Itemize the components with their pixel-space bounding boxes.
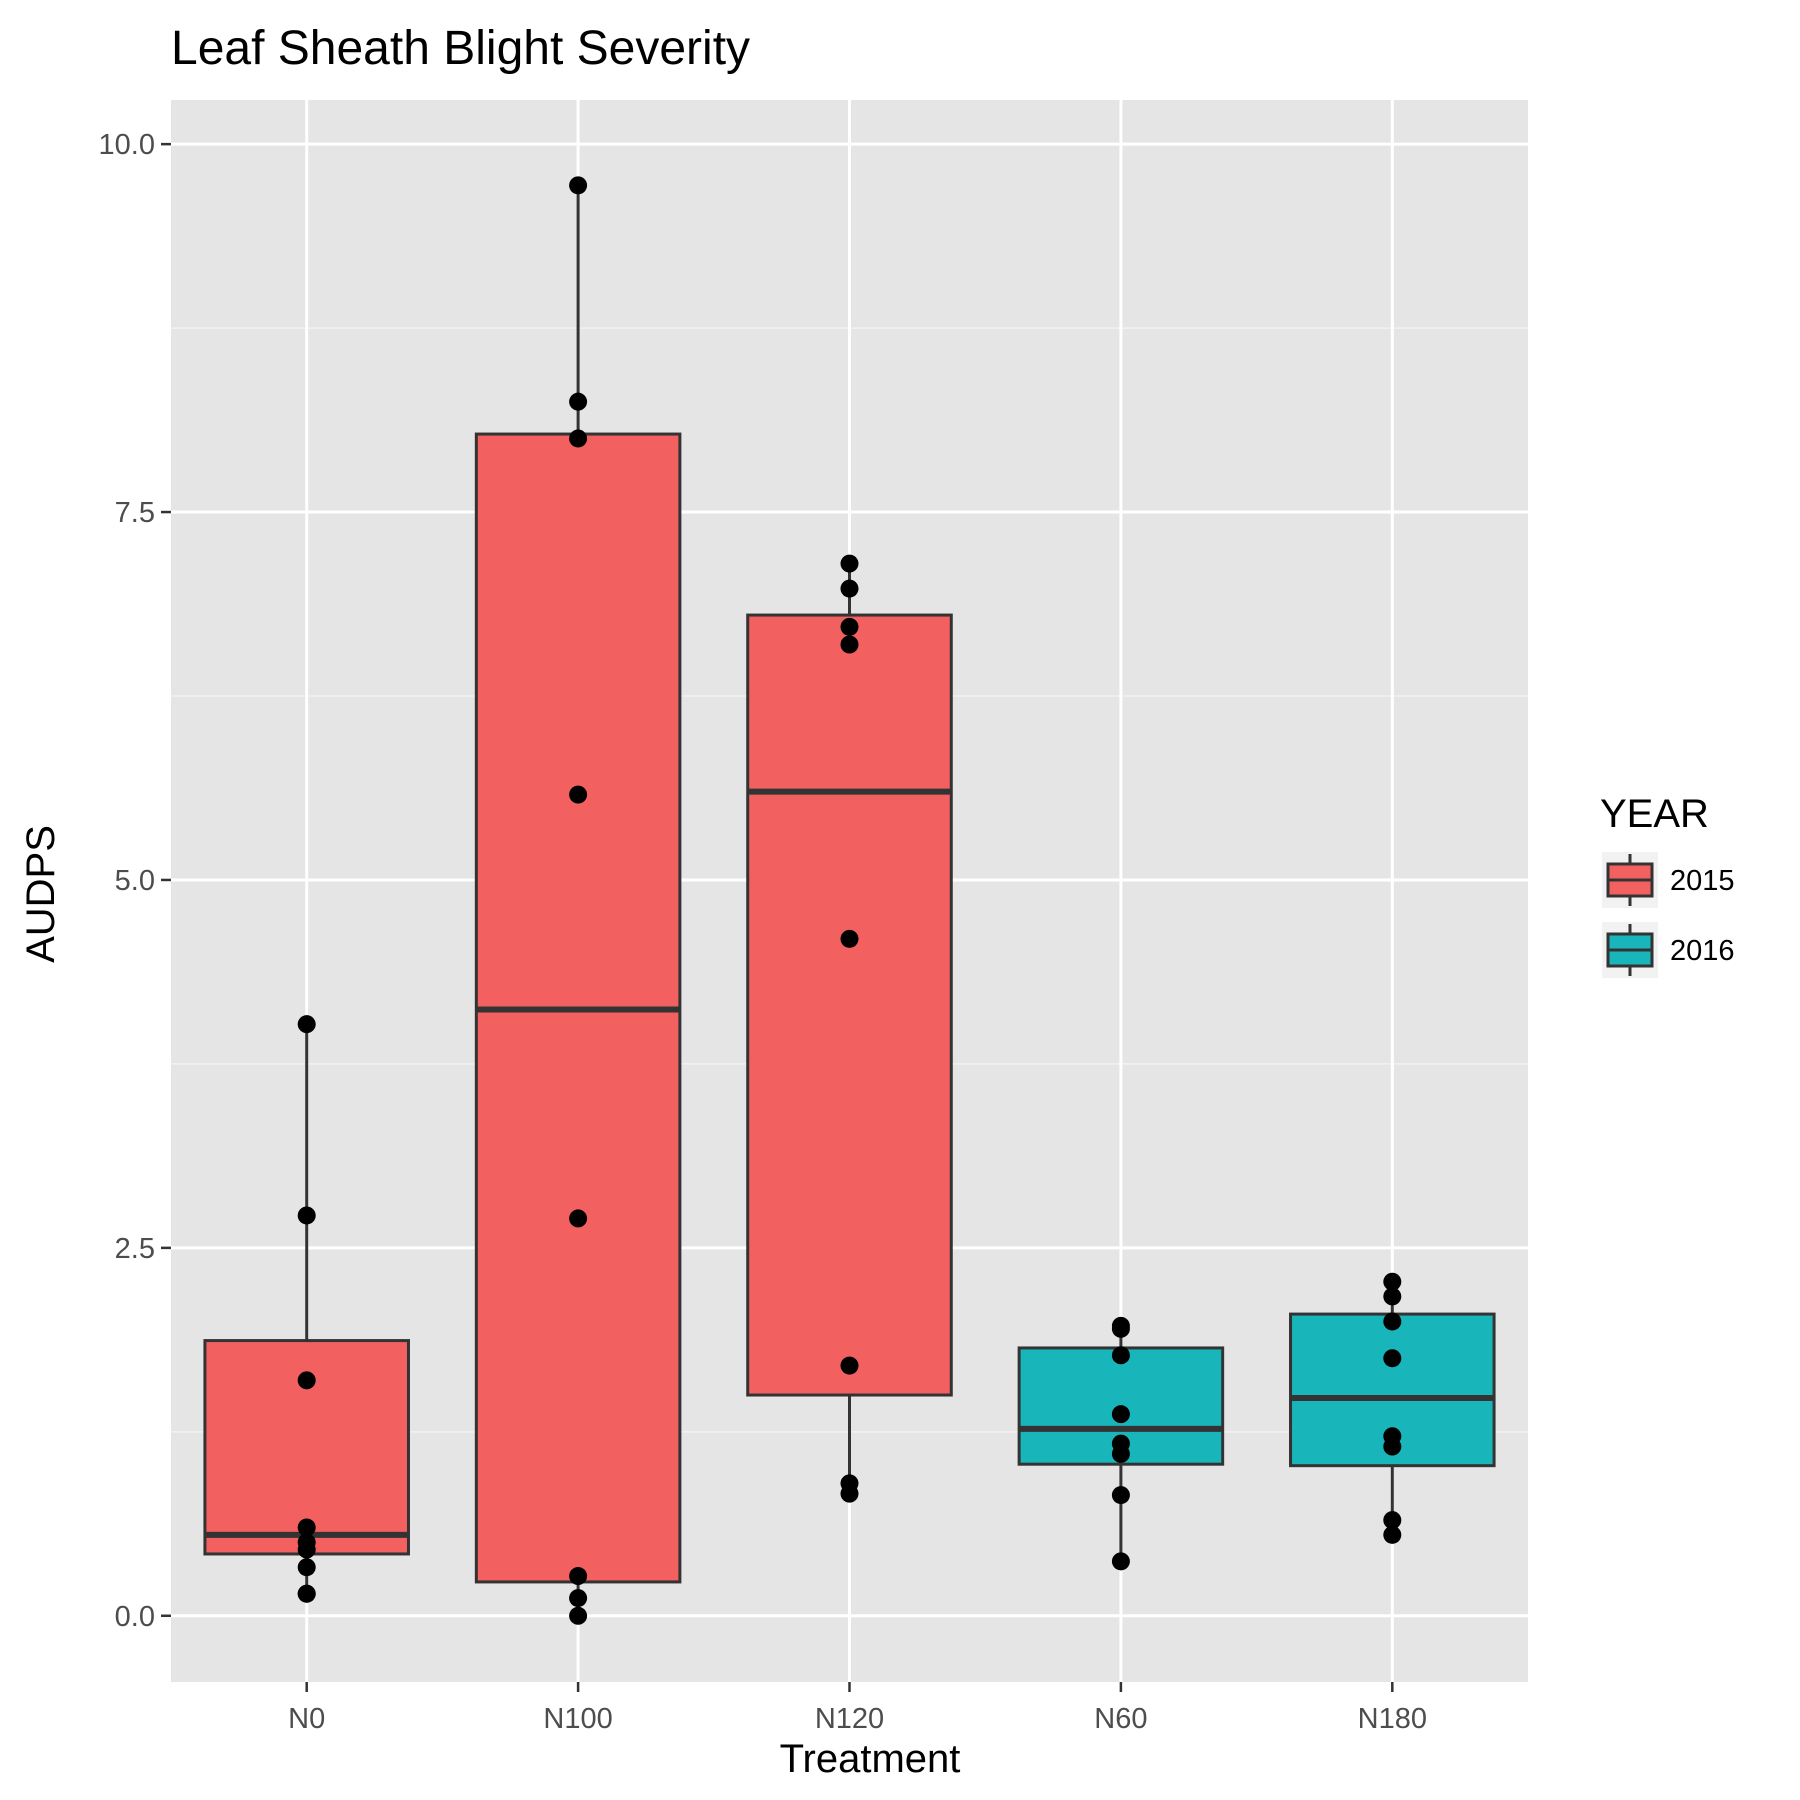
y-tick-label: 2.5 bbox=[115, 1233, 155, 1265]
data-point bbox=[1111, 1316, 1130, 1335]
data-point bbox=[1111, 1552, 1130, 1571]
legend-title: YEAR bbox=[1600, 792, 1709, 836]
y-tick-label: 5.0 bbox=[115, 865, 155, 897]
data-point bbox=[1383, 1427, 1402, 1446]
data-point bbox=[569, 392, 588, 411]
data-point bbox=[569, 176, 588, 195]
data-point bbox=[840, 617, 859, 636]
data-point bbox=[569, 429, 588, 448]
data-point bbox=[1383, 1511, 1402, 1530]
x-tick-label: N120 bbox=[815, 1703, 884, 1735]
boxes-layer bbox=[203, 185, 1496, 1616]
points-layer bbox=[297, 176, 1402, 1625]
data-point bbox=[1383, 1272, 1402, 1291]
data-point bbox=[840, 1356, 859, 1375]
data-point bbox=[840, 929, 859, 948]
data-point bbox=[1111, 1486, 1130, 1505]
legend-item-2015: 2015 bbox=[1602, 852, 1735, 908]
y-axis-title: AUDPS bbox=[19, 825, 63, 963]
x-tick-label: N0 bbox=[288, 1703, 325, 1735]
box-body bbox=[746, 613, 953, 1397]
data-point bbox=[840, 579, 859, 598]
data-point bbox=[297, 1206, 316, 1225]
data-point bbox=[1111, 1405, 1130, 1424]
y-tick-label: 0.0 bbox=[115, 1601, 155, 1633]
y-axis: 0.0 2.5 5.0 7.5 10.0 bbox=[99, 129, 171, 1633]
data-point bbox=[297, 1518, 316, 1537]
data-point bbox=[297, 1533, 316, 1552]
data-point bbox=[297, 1371, 316, 1390]
x-tick-label: N100 bbox=[543, 1703, 612, 1735]
data-point bbox=[297, 1584, 316, 1603]
x-tick-label: N60 bbox=[1094, 1703, 1147, 1735]
data-point bbox=[297, 1015, 316, 1034]
y-tick-label: 10.0 bbox=[99, 129, 155, 161]
x-tick-label: N180 bbox=[1358, 1703, 1427, 1735]
x-axis-title: Treatment bbox=[780, 1737, 961, 1781]
x-axis: N0 N100 N120 N60 N180 bbox=[288, 1682, 1427, 1735]
legend-item-2016: 2016 bbox=[1602, 922, 1735, 978]
data-point bbox=[569, 785, 588, 804]
data-point bbox=[1111, 1434, 1130, 1453]
legend-label: 2015 bbox=[1670, 865, 1735, 897]
data-point bbox=[1383, 1349, 1402, 1368]
chart-title: Leaf Sheath Blight Severity bbox=[171, 22, 750, 75]
data-point bbox=[569, 1209, 588, 1228]
data-point bbox=[569, 1567, 588, 1586]
data-point bbox=[840, 635, 859, 654]
box-n120 bbox=[746, 563, 953, 1494]
data-point bbox=[1383, 1525, 1402, 1544]
data-point bbox=[569, 1589, 588, 1608]
legend: YEAR 2015 2016 bbox=[1600, 792, 1735, 978]
data-point bbox=[840, 1474, 859, 1493]
data-point bbox=[1383, 1312, 1402, 1331]
legend-label: 2016 bbox=[1670, 935, 1735, 967]
data-point bbox=[297, 1558, 316, 1577]
y-tick-label: 7.5 bbox=[115, 497, 155, 529]
data-point bbox=[1111, 1346, 1130, 1365]
data-point bbox=[840, 554, 859, 573]
data-point bbox=[1383, 1287, 1402, 1306]
data-point bbox=[569, 1606, 588, 1625]
